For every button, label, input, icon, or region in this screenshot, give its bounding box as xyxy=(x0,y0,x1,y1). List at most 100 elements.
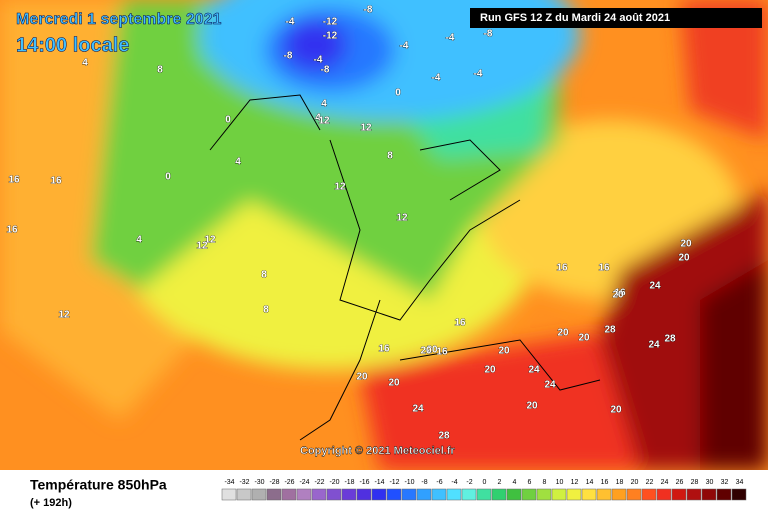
scale-swatch xyxy=(536,488,552,501)
scale-label: -8 xyxy=(421,479,427,486)
contour-label: -8 xyxy=(364,5,373,16)
scale-swatch xyxy=(386,488,402,501)
scale-label: 18 xyxy=(616,479,624,486)
scale-swatch xyxy=(596,488,612,501)
scale-swatch xyxy=(731,488,747,501)
contour-label: 20 xyxy=(484,365,496,376)
scale-swatch xyxy=(491,488,507,501)
contour-label: 4 xyxy=(136,235,142,246)
contour-label: 16 xyxy=(454,318,466,329)
contour-label: -4 xyxy=(474,69,483,80)
contour-label: 12 xyxy=(196,241,208,252)
scale-label: -18 xyxy=(344,479,354,486)
copyright: Copyright © 2021 Meteociel.fr xyxy=(300,445,456,457)
scale-label: 14 xyxy=(586,479,594,486)
contour-label: -4 xyxy=(432,73,441,84)
scale-label: 34 xyxy=(736,479,744,486)
scale-swatch xyxy=(671,488,687,501)
contour-label: 16 xyxy=(598,263,610,274)
scale-label: -34 xyxy=(224,479,234,486)
contour-label: 12 xyxy=(204,235,216,246)
contour-label: -4 xyxy=(286,17,295,28)
scale-label: 32 xyxy=(721,479,729,486)
contour-label: 28 xyxy=(604,325,616,336)
scale-label: 8 xyxy=(543,479,547,486)
scale-swatch xyxy=(521,488,537,501)
scale-label: -14 xyxy=(374,479,384,486)
contour-label: 16 xyxy=(378,344,390,355)
contour-label: -12 xyxy=(323,17,338,28)
contour-label: 12 xyxy=(334,182,346,193)
contour-label: 20 xyxy=(526,401,538,412)
scale-swatch xyxy=(476,488,492,501)
contour-label: 8 xyxy=(157,65,163,76)
contour-label: 20 xyxy=(498,346,510,357)
contour-label: 24 xyxy=(412,404,424,415)
scale-swatch xyxy=(326,488,342,501)
scale-label: -30 xyxy=(254,479,264,486)
scale-label: -24 xyxy=(299,479,309,486)
contour-label: 24 xyxy=(648,340,660,351)
contour-label: 20 xyxy=(388,378,400,389)
scale-swatch xyxy=(686,488,702,501)
map: -4 -12-8-12-8 -4-8-4 -8-4-40-44840404121281… xyxy=(0,0,768,470)
scale-label: 16 xyxy=(601,479,609,486)
scale-swatch xyxy=(416,488,432,501)
contour-label: -4 xyxy=(400,41,409,52)
scale-swatch xyxy=(581,488,597,501)
scale-label: -16 xyxy=(359,479,369,486)
scale-swatch xyxy=(431,488,447,501)
contour-label: 20 xyxy=(678,253,690,264)
scale-label: 28 xyxy=(691,479,699,486)
scale-label: -28 xyxy=(269,479,279,486)
contour-label: 28 xyxy=(438,431,450,442)
contour-label: 16 xyxy=(50,176,62,187)
scale-label: 26 xyxy=(676,479,684,486)
contour-label: 20 xyxy=(420,346,432,357)
contour-label: 16 xyxy=(8,175,20,186)
contour-label: 16 xyxy=(436,347,448,358)
scale-label: 10 xyxy=(556,479,564,486)
contour-label: 8 xyxy=(261,270,267,281)
contour-label: -8 xyxy=(284,51,293,62)
scale-label: -26 xyxy=(284,479,294,486)
contour-label: 4 xyxy=(321,99,327,110)
contour-label: 12 xyxy=(58,310,70,321)
scale-swatch xyxy=(236,488,252,501)
scale-swatch xyxy=(251,488,267,501)
contour-label: 12 xyxy=(396,213,408,224)
scale-swatch xyxy=(221,488,237,501)
scale-swatch xyxy=(296,488,312,501)
contour-label: 24 xyxy=(649,281,661,292)
contour-label: 16 xyxy=(6,225,18,236)
contour-label: 16 xyxy=(614,288,626,299)
contour-label: 20 xyxy=(612,290,624,301)
run: Run GFS 12 Z du Mardi 24 août 2021 xyxy=(480,12,670,24)
scale-label: 0 xyxy=(483,479,487,486)
contour-label: 20 xyxy=(680,239,692,250)
contour-label: 0 xyxy=(165,172,171,183)
contour-label: 12 xyxy=(318,116,330,127)
footer-lead: (+ 192h) xyxy=(30,497,72,509)
contour-label: 20 xyxy=(557,328,569,339)
scale-label: -4 xyxy=(451,479,457,486)
contour-label: 0 xyxy=(395,88,401,99)
scale-swatch xyxy=(446,488,462,501)
contour-label: 20 xyxy=(578,333,590,344)
scale-label: 20 xyxy=(631,479,639,486)
scale-swatch xyxy=(356,488,372,501)
contour-label: 8 xyxy=(263,305,269,316)
contour-label: -4 xyxy=(314,55,323,66)
scale-swatch xyxy=(701,488,717,501)
scale-label: -20 xyxy=(329,479,339,486)
scale-label: -10 xyxy=(404,479,414,486)
scale-label: -2 xyxy=(466,479,472,486)
scale-label: 6 xyxy=(528,479,532,486)
scale-label: -6 xyxy=(436,479,442,486)
contour-label: 4 xyxy=(235,157,241,168)
scale-swatch xyxy=(566,488,582,501)
contour-label: 20 xyxy=(610,405,622,416)
scale-swatch xyxy=(626,488,642,501)
scale-swatch xyxy=(341,488,357,501)
